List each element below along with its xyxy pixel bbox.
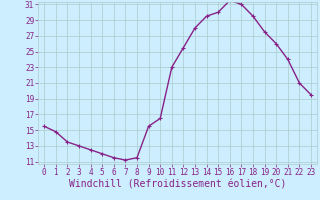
- X-axis label: Windchill (Refroidissement éolien,°C): Windchill (Refroidissement éolien,°C): [69, 180, 286, 190]
